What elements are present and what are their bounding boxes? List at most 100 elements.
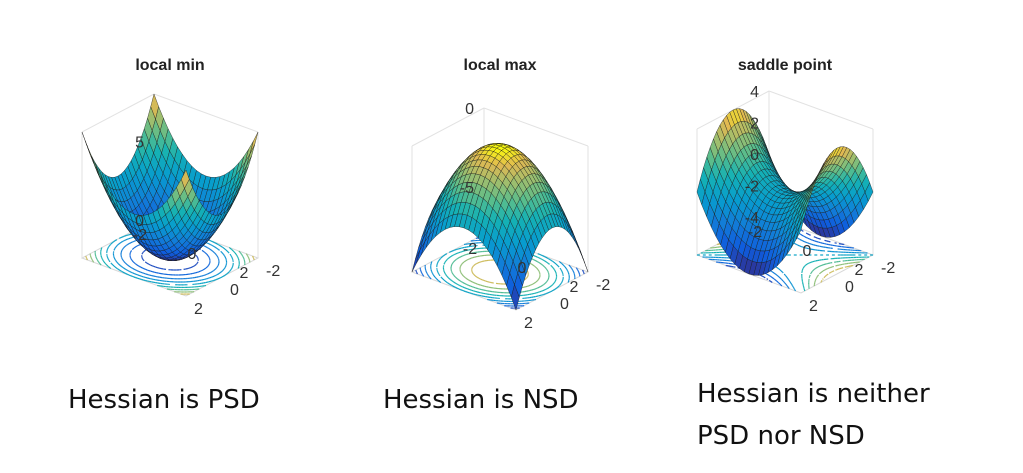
floor-contour bbox=[444, 253, 447, 256]
floor-contour bbox=[546, 292, 549, 294]
floor-contour bbox=[801, 230, 804, 232]
floor-contour bbox=[217, 277, 220, 280]
floor-contour bbox=[540, 290, 543, 292]
floor-contour bbox=[132, 240, 134, 243]
floor-contour bbox=[823, 269, 826, 271]
floor-contour bbox=[482, 279, 485, 282]
floor-contour bbox=[549, 285, 552, 288]
floor-contour bbox=[462, 289, 465, 292]
floor-contour bbox=[534, 259, 537, 262]
floor-contour bbox=[788, 280, 791, 282]
floor-contour bbox=[456, 258, 458, 260]
floor-contour bbox=[526, 271, 529, 273]
floor-contour bbox=[147, 263, 150, 265]
floor-contour bbox=[215, 254, 217, 256]
x-tick-label: -2 bbox=[463, 241, 477, 258]
floor-contour bbox=[136, 244, 139, 247]
floor-contour bbox=[207, 277, 210, 279]
floor-contour bbox=[457, 278, 460, 281]
floor-contour bbox=[798, 233, 801, 235]
floor-contour bbox=[537, 253, 540, 255]
floor-contour bbox=[461, 274, 464, 277]
floor-contour bbox=[451, 250, 454, 252]
floor-contour bbox=[133, 268, 136, 271]
floor-contour bbox=[820, 271, 823, 273]
floor-contour bbox=[475, 287, 478, 290]
floor-contour bbox=[474, 263, 476, 266]
floor-contour bbox=[99, 263, 102, 266]
floor-contour bbox=[460, 255, 463, 258]
floor-contour bbox=[537, 278, 540, 280]
floor-contour bbox=[445, 281, 448, 284]
floor-contour bbox=[539, 285, 542, 288]
floor-contour bbox=[814, 240, 817, 243]
floor-contour bbox=[209, 271, 212, 274]
floor-contour bbox=[144, 261, 147, 264]
floor-contour bbox=[143, 279, 146, 281]
floor-contour bbox=[120, 236, 123, 239]
floor-contour bbox=[194, 263, 197, 266]
floor-contour bbox=[224, 256, 227, 259]
floor-contour bbox=[121, 236, 124, 238]
floor-contour bbox=[432, 274, 435, 277]
floor-contour bbox=[118, 264, 121, 267]
floor-contour bbox=[776, 266, 779, 269]
floor-contour bbox=[133, 276, 136, 279]
floor-contour bbox=[135, 277, 138, 279]
floor-contour bbox=[448, 283, 451, 285]
floor-contour bbox=[139, 275, 142, 277]
floor-contour bbox=[541, 284, 543, 287]
floor-contour bbox=[130, 267, 133, 269]
floor-contour bbox=[804, 241, 807, 243]
floor-contour bbox=[467, 288, 470, 291]
box-edge bbox=[768, 90, 874, 130]
floor-contour bbox=[465, 259, 468, 262]
floor-contour bbox=[127, 238, 130, 240]
floor-contour bbox=[220, 250, 222, 253]
plot-title: local min bbox=[135, 57, 204, 74]
local-min-plot: local min 0 5 -2 0 2 -2 0 2 bbox=[0, 0, 340, 360]
floor-contour bbox=[128, 265, 131, 268]
floor-contour bbox=[485, 280, 488, 283]
floor-contour bbox=[556, 264, 559, 267]
floor-contour bbox=[532, 282, 535, 285]
floor-contour bbox=[96, 259, 99, 261]
floor-contour bbox=[553, 269, 556, 271]
caption-nsd: Hessian is NSD bbox=[383, 385, 579, 415]
floor-contour bbox=[127, 264, 130, 267]
floor-contour bbox=[789, 281, 792, 284]
floor-contour bbox=[546, 257, 549, 260]
floor-contour bbox=[794, 289, 797, 292]
floor-contour bbox=[104, 262, 107, 265]
floor-contour bbox=[115, 239, 118, 241]
floor-contour bbox=[123, 239, 125, 242]
floor-contour bbox=[537, 279, 539, 281]
floor-contour bbox=[542, 284, 544, 286]
floor-contour bbox=[548, 286, 551, 289]
floor-contour bbox=[129, 242, 132, 244]
floor-contour bbox=[221, 251, 224, 254]
floor-contour bbox=[537, 286, 540, 289]
floor-contour bbox=[137, 265, 140, 267]
floor-contour bbox=[223, 255, 226, 257]
floor-contour bbox=[130, 250, 133, 252]
floor-contour bbox=[554, 287, 557, 290]
floor-contour bbox=[135, 273, 139, 276]
floor-contour bbox=[215, 247, 218, 249]
floor-contour bbox=[214, 252, 217, 255]
floor-contour bbox=[802, 240, 805, 243]
floor-contour bbox=[457, 257, 459, 260]
floor-contour bbox=[820, 264, 823, 267]
floor-contour bbox=[218, 272, 221, 275]
floor-contour bbox=[773, 272, 776, 275]
floor-contour bbox=[535, 280, 538, 283]
floor-contour bbox=[212, 245, 215, 248]
floor-contour bbox=[218, 248, 220, 251]
floor-contour bbox=[818, 241, 821, 244]
floor-contour bbox=[799, 238, 802, 241]
x-tick-label: 0 bbox=[803, 243, 812, 260]
floor-contour bbox=[207, 265, 209, 267]
floor-contour bbox=[228, 247, 231, 249]
floor-contour bbox=[458, 279, 461, 282]
